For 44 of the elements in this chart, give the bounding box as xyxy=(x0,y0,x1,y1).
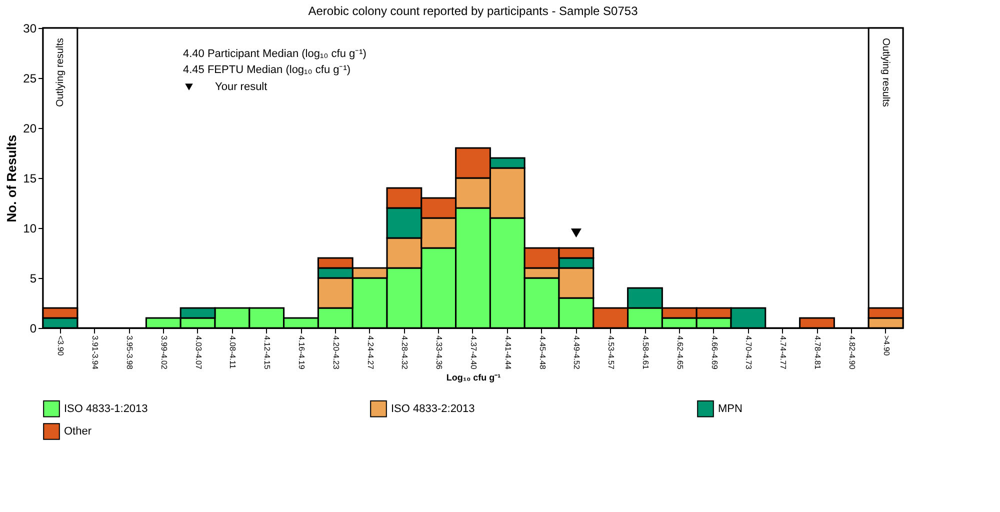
x-tick-label: 4.37-4.40 xyxy=(469,336,478,370)
x-tick-label: 4.58-4.61 xyxy=(641,336,650,370)
x-tick-label: 4.24-4.27 xyxy=(366,336,375,370)
legend-label: MPN xyxy=(718,402,742,415)
x-tick-label: 4.74-4.77 xyxy=(778,336,788,370)
x-tick-label: >4.90 xyxy=(882,336,891,356)
x-tick-label: 4.78-4.81 xyxy=(813,336,822,370)
x-tick-label: 4.08-4.11 xyxy=(228,336,238,370)
x-tick-label: 3.95-3.98 xyxy=(125,336,134,370)
legend-label: Other xyxy=(64,426,92,438)
legend-label: ISO 4833-1:2013 xyxy=(64,402,148,415)
legend-label: ISO 4833-2:2013 xyxy=(391,402,475,415)
y-tick-label: 30 xyxy=(23,22,37,36)
y-tick-label: 20 xyxy=(23,122,37,136)
y-tick-label: 15 xyxy=(23,172,37,186)
x-tick-label: 4.49-4.52 xyxy=(572,336,582,370)
x-tick-label: 4.28-4.32 xyxy=(400,336,410,370)
x-tick-label: 4.41-4.44 xyxy=(503,336,512,370)
x-axis-title: Log₁₀ cfu g⁻¹ xyxy=(446,372,501,382)
x-tick-label: <3.90 xyxy=(56,336,66,356)
y-tick-label: 25 xyxy=(23,72,37,86)
x-tick-label: 3.91-3.94 xyxy=(90,336,100,370)
x-tick-label: 3.99-4.02 xyxy=(159,336,168,370)
band-label: Outlying results xyxy=(880,38,891,107)
x-tick-label: 4.45-4.48 xyxy=(538,336,547,370)
y-axis-title: No. of Results xyxy=(4,134,20,222)
x-tick-label: 4.20-4.23 xyxy=(331,336,340,370)
y-tick-label: 0 xyxy=(30,322,37,336)
y-tick-label: 10 xyxy=(23,222,37,236)
x-tick-label: 4.53-4.57 xyxy=(606,336,616,370)
x-tick-label: 4.66-4.69 xyxy=(710,336,719,370)
x-tick-label: 4.16-4.19 xyxy=(297,336,306,370)
x-tick-label: 4.12-4.15 xyxy=(262,336,272,370)
annotation: 4.40 Participant Median (log₁₀ cfu g⁻¹) xyxy=(183,48,366,60)
x-tick-label: 4.03-4.07 xyxy=(194,336,203,370)
annotation: 4.45 FEPTU Median (log₁₀ cfu g⁻¹) xyxy=(183,64,351,76)
band-label: Outlying results xyxy=(55,38,66,107)
x-tick-label: 4.62-4.65 xyxy=(675,336,684,370)
x-tick-label: 4.82-4.90 xyxy=(847,336,856,370)
y-tick-label: 5 xyxy=(30,272,37,286)
chart-title: Aerobic colony count reported by participants - Sample S0753 xyxy=(308,4,638,18)
x-tick-label: 4.33-4.36 xyxy=(434,336,444,370)
x-tick-label: 4.70-4.73 xyxy=(744,336,754,370)
legend-label: Your result xyxy=(215,81,268,93)
